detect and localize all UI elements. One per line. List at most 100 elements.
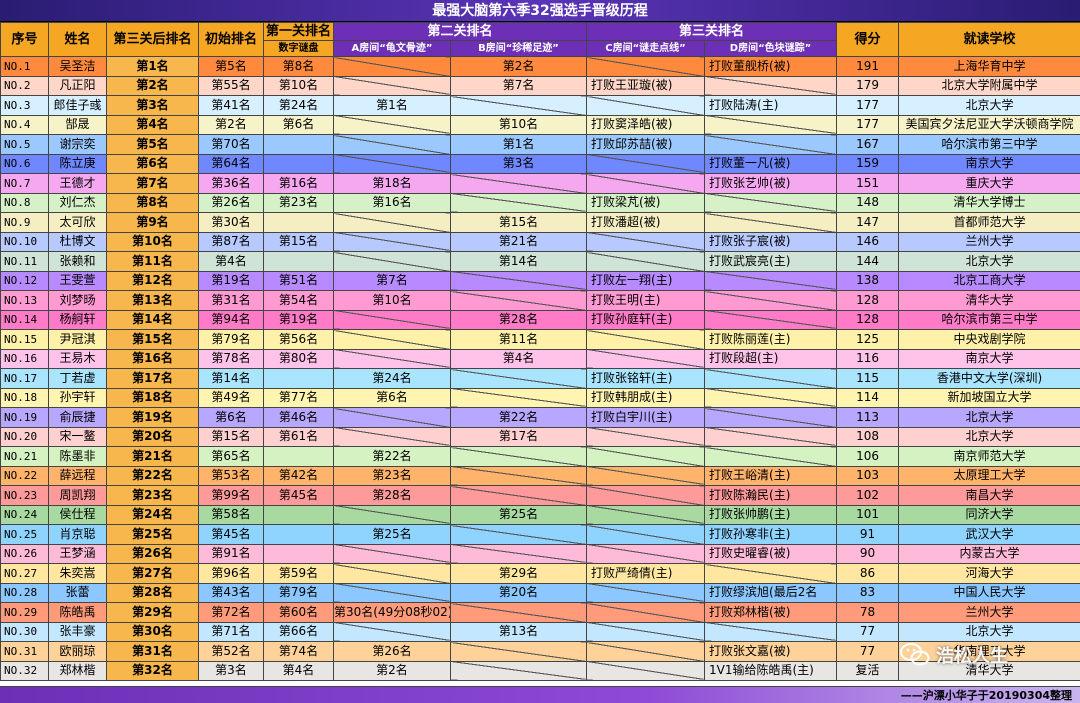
cell-l1: 第24名 [263,95,334,116]
table-row: NO.15 尹冠淇 第15名 第79名 第56名 第11名 打败陈丽莲(主) 125 中央戏剧学… [0,329,1080,350]
cell-school: 新加坡国立大学 [898,387,1080,408]
cell-l1: 第80名 [263,348,334,369]
cell-name: 杜博文 [48,231,107,252]
cell-rank: 第5名 [106,134,199,155]
cell-rank: 第20名 [106,426,199,447]
cell-name: 刘梦旸 [48,290,107,311]
cell-l1 [263,134,334,155]
cell-rank: 第12名 [106,270,199,291]
cell-a [333,407,451,428]
cell-name: 侯仕程 [48,504,107,525]
cell-initial: 第41名 [198,95,264,116]
cell-d: 1V1输给陈皓禹(主) [704,660,838,681]
cell-d [704,368,838,389]
cell-school: 北京大学附属中学 [898,75,1080,96]
cell-no: NO.1 [0,56,49,77]
cell-d [704,212,838,233]
cell-c [586,641,706,662]
cell-no: NO.15 [0,329,49,350]
cell-score: 106 [836,446,900,467]
cell-c [586,524,706,545]
cell-b: 第14名 [449,251,588,272]
cell-rank: 第9名 [106,212,199,233]
cell-score: 177 [836,95,900,116]
cell-a: 第23名 [333,465,451,486]
table-row: NO.29 陈皓禹 第29名 第72名 第60名 第30名(49分08秒02) 打败郑林楷(… [0,602,1080,623]
cell-rank: 第4名 [106,114,199,135]
cell-d: 打败武宸亮(主) [704,251,838,272]
header-row-2: 数字谜盘 A房间“龟文骨迹” B房间“珍稀足迹” C房间“谜走点线” D房间“色… [1,40,1080,57]
cell-initial: 第53名 [198,465,264,486]
cell-a: 第16名 [333,192,451,213]
cell-a [333,134,451,155]
cell-initial: 第19名 [198,270,264,291]
cell-initial: 第70名 [198,134,264,155]
cell-b [449,95,588,116]
cell-b: 第25名 [449,504,588,525]
cell-name: 吴圣洁 [48,56,107,77]
cell-initial: 第6名 [198,407,264,428]
cell-no: NO.22 [0,465,49,486]
cell-school: 北京工商大学 [898,270,1080,291]
cell-c [586,504,706,525]
cell-name: 王梦涵 [48,543,107,564]
cell-a: 第2名 [333,660,451,681]
cell-school: 清华大学博士 [898,192,1080,213]
cell-l1 [263,212,334,233]
cell-score: 103 [836,465,900,486]
cell-d: 打败张帅鹏(主) [704,504,838,525]
cell-l1: 第56名 [263,329,334,350]
cell-c [586,56,706,77]
table-row: NO.18 孙宇轩 第18名 第49名 第77名 第6名 打败韩朋成(主) 114 新加坡国立大… [0,387,1080,408]
table-row: NO.11 张赖和 第11名 第4名 第14名 打败武宸亮(主) 144 北京大学 [0,251,1080,272]
cell-no: NO.26 [0,543,49,564]
cell-a: 第1名 [333,95,451,116]
cell-a [333,329,451,350]
cell-a [333,543,451,564]
cell-c [586,173,706,194]
cell-rank: 第17名 [106,368,199,389]
cell-c [586,329,706,350]
cell-d [704,446,838,467]
cell-score: 101 [836,504,900,525]
cell-no: NO.11 [0,251,49,272]
cell-initial: 第36名 [198,173,264,194]
cell-c: 打败王明(主) [586,290,706,311]
cell-name: 凡正阳 [48,75,107,96]
cell-l1: 第79名 [263,582,334,603]
cell-rank: 第30名 [106,621,199,642]
cell-score: 116 [836,348,900,369]
cell-d: 打败陆涛(主) [704,95,838,116]
cell-rank: 第23名 [106,485,199,506]
cell-a [333,114,451,135]
cell-d [704,387,838,408]
cell-c: 打败王亚璇(被) [586,75,706,96]
cell-b: 第10名 [449,114,588,135]
cell-score: 86 [836,563,900,584]
cell-no: NO.21 [0,446,49,467]
cell-l1 [263,524,334,545]
cell-school: 内蒙古大学 [898,543,1080,564]
cell-name: 张丰豪 [48,621,107,642]
cell-c [586,543,706,564]
cell-a: 第25名 [333,524,451,545]
cell-rank: 第11名 [106,251,199,272]
cell-no: NO.14 [0,309,49,330]
cell-a [333,309,451,330]
cell-no: NO.19 [0,407,49,428]
cell-name: 朱奕嵩 [48,563,107,584]
cell-a [333,251,451,272]
cell-school: 上海华育中学 [898,56,1080,77]
cell-d [704,114,838,135]
cell-name: 张赖和 [48,251,107,272]
cell-l1: 第59名 [263,563,334,584]
contestants-table: 序号 姓名 第三关后排名 初始排名 第一关排名 第二关排名 第三关排名 得分 就… [0,22,1080,681]
cell-c: 打败左一翔(主) [586,270,706,291]
cell-name: 俞辰捷 [48,407,107,428]
cell-d [704,75,838,96]
table-row: NO.19 俞辰捷 第19名 第6名 第46名 第22名 打败白宇川(主) 113 北京大学 [0,407,1080,428]
cell-l1 [263,543,334,564]
cell-rank: 第1名 [106,56,199,77]
table-row: NO.30 张丰豪 第30名 第71名 第66名 第13名 77 北京大学 [0,621,1080,642]
